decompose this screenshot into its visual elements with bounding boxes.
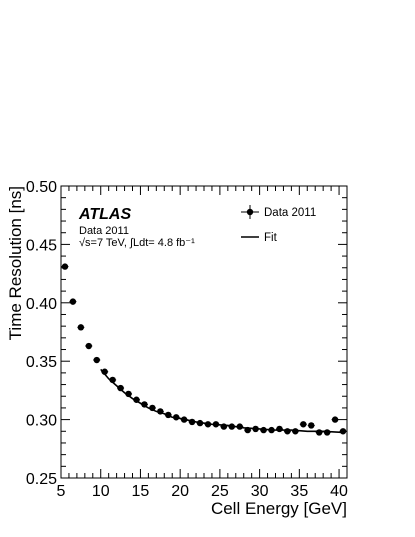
data-point (109, 376, 116, 384)
x-tick-label: 10 (92, 483, 110, 500)
data-point (244, 426, 251, 434)
data-point (300, 421, 307, 428)
data-point (85, 342, 93, 350)
y-tick-label: 0.30 (26, 413, 57, 430)
data-point (133, 396, 140, 403)
data-point (172, 414, 180, 421)
x-axis-ticks (60, 186, 348, 478)
data-point (252, 425, 259, 433)
data-point (315, 429, 323, 436)
legend-entry-fit: Fit (264, 232, 278, 244)
data-point (260, 426, 267, 434)
data-point (125, 390, 132, 398)
x-tick-label: 25 (211, 483, 229, 500)
y-tick-label: 0.35 (26, 354, 57, 371)
legend: Data 2011 Fit (241, 205, 316, 244)
data-point (212, 421, 220, 428)
x-tick-label: 40 (330, 483, 348, 500)
data-point (149, 404, 156, 412)
data-point (268, 426, 275, 434)
data-point (61, 263, 69, 270)
data-point (339, 428, 347, 435)
x-axis-tick-labels: 5 10 15 20 25 30 35 40 (57, 483, 349, 500)
x-tick-label: 20 (171, 483, 189, 500)
data-point (220, 423, 228, 430)
data-point (276, 425, 283, 433)
dataset-label: Data 2011 (79, 225, 129, 237)
y-tick-label: 0.40 (26, 296, 57, 313)
data-point (228, 423, 236, 430)
x-tick-label: 5 (57, 483, 66, 500)
conditions-label: √s=7 TeV, ∫Ldt= 4.8 fb⁻¹ (79, 237, 195, 249)
data-point (204, 421, 212, 428)
x-axis-title: Cell Energy [GeV] (211, 499, 347, 518)
x-tick-label: 30 (251, 483, 269, 500)
data-point (292, 428, 299, 435)
data-series (61, 263, 347, 436)
y-tick-label: 0.50 (26, 179, 57, 196)
data-point (69, 298, 77, 305)
y-axis-title: Time Resolution [ns] (6, 186, 25, 340)
data-point (141, 401, 148, 408)
data-point (236, 423, 243, 430)
legend-marker-dot (246, 208, 254, 216)
data-point (196, 419, 204, 427)
y-axis-ticks (61, 185, 347, 479)
data-point (157, 408, 164, 415)
x-tick-label: 15 (132, 483, 150, 500)
data-point (331, 416, 339, 423)
data-point (93, 356, 100, 364)
data-point (165, 411, 172, 419)
data-point (77, 324, 85, 331)
data-point (117, 384, 124, 392)
data-point (188, 418, 196, 426)
legend-entry-data: Data 2011 (264, 207, 316, 219)
y-axis-tick-labels: 0.25 0.30 0.35 0.40 0.45 0.50 (26, 179, 57, 488)
data-point (180, 416, 188, 423)
data-point (323, 429, 331, 436)
data-point (101, 368, 108, 375)
x-tick-label: 35 (290, 483, 308, 500)
y-tick-label: 0.45 (26, 237, 57, 254)
y-tick-label: 0.25 (26, 471, 57, 488)
data-point (308, 422, 315, 429)
legend-data-marker-icon (241, 205, 259, 219)
data-point (284, 428, 291, 435)
atlas-label: ATLAS (78, 206, 131, 223)
